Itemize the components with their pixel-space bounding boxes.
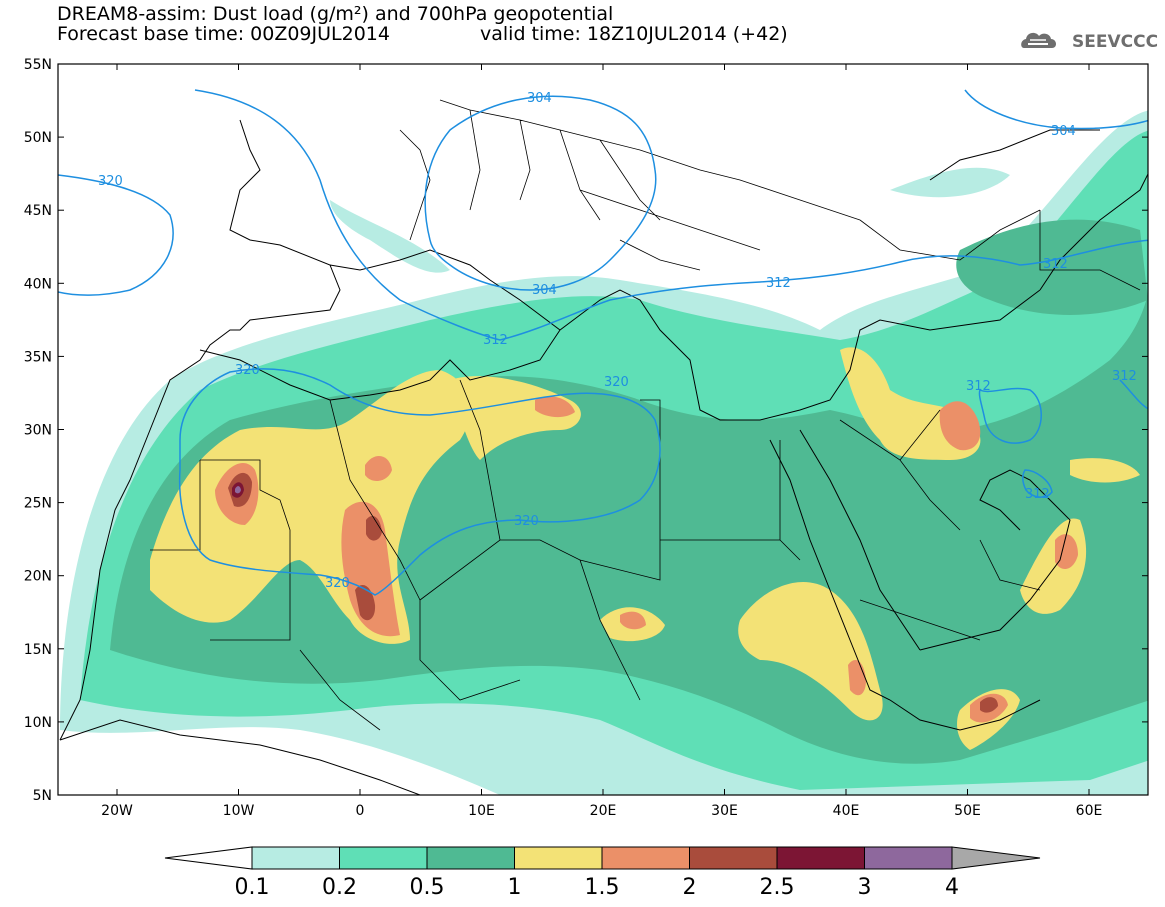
colorbar-label: 2.5: [760, 875, 795, 900]
contour-label: 312: [1112, 369, 1137, 384]
contour-304-northeast: [964, 89, 1148, 130]
latitude-label: 10N: [24, 715, 52, 731]
colorbar-box: [776, 846, 865, 870]
colorbar-label: 1.5: [585, 875, 620, 900]
colorbar-label: 0.5: [410, 875, 445, 900]
cloud-logo-icon: [1021, 32, 1057, 48]
contour-label: 320: [325, 576, 350, 591]
border-lines: [150, 379, 1041, 731]
dust-region-0.1-caspian: [890, 167, 1010, 198]
colorbar-box: [339, 846, 428, 870]
longitude-label: 20E: [590, 803, 617, 819]
contour-320-africa: [178, 368, 661, 596]
longitude-label: 10W: [223, 803, 255, 819]
colorbar-label: 0.1: [235, 875, 270, 900]
contour-labels: 304 304 304 312 312 312 312 312 312 320 …: [98, 91, 1137, 591]
longitude-label: 10E: [468, 803, 495, 819]
colorbar-box: [514, 846, 603, 870]
colorbar-boxes: [251, 846, 953, 870]
latitude-labels: 55N 50N 45N 40N 35N 30N 25N 20N 15N 10N 5N: [24, 57, 52, 804]
longitude-label: 0: [356, 803, 365, 819]
dust-region-1-sudan: [738, 581, 883, 721]
colorbar-label: 3: [858, 875, 872, 900]
contour-312-iran: [978, 387, 1042, 444]
dust-field: [60, 110, 1148, 795]
coastline-europe-africa: [59, 119, 1041, 741]
colorbar-box: [251, 846, 340, 870]
dust-region-1.5-algeria: [365, 455, 392, 482]
contour-label: 312: [766, 276, 791, 291]
dust-region-1.5-oman: [1055, 534, 1078, 570]
colorbar-label: 1: [508, 875, 522, 900]
contour-312-main: [194, 89, 1148, 341]
latitude-label: 15N: [24, 642, 52, 658]
colorbar-box: [689, 846, 778, 870]
axis-ticks: [58, 63, 1148, 796]
colorbar-label: 2: [683, 875, 697, 900]
contour-label: 320: [98, 174, 123, 189]
border-europe: [399, 99, 1141, 291]
contour-312-gulf: [1022, 469, 1053, 498]
contour-label: 304: [1051, 124, 1076, 139]
colorbar-labels: 0.1 0.2 0.5 1 1.5 2 2.5 3 4: [235, 875, 960, 900]
dust-region-1.5-mali: [341, 501, 400, 637]
latitude-label: 5N: [33, 788, 52, 804]
longitude-label: 30E: [711, 803, 738, 819]
logo-text: SEEVCCC: [1072, 32, 1159, 52]
dust-region-1.5-libya: [535, 396, 575, 418]
colorbar-high-arrow: [951, 846, 1041, 870]
latitude-label: 25N: [24, 496, 52, 512]
longitude-label: 40E: [833, 803, 860, 819]
latitude-label: 35N: [24, 349, 52, 365]
colorbar-label: 4: [945, 875, 959, 900]
colorbar-label: 0.2: [322, 875, 357, 900]
latitude-label: 50N: [24, 130, 52, 146]
colorbar-low-arrow: [164, 846, 253, 870]
longitude-label: 60E: [1076, 803, 1103, 819]
contour-label: 312: [1043, 257, 1068, 272]
borders: [150, 99, 1141, 731]
colorbar-box: [864, 846, 953, 870]
contour-label: 320: [514, 514, 539, 529]
longitude-label: 20W: [101, 803, 133, 819]
coastline-arabia: [889, 469, 1071, 731]
longitude-label: 50E: [954, 803, 981, 819]
dust-region-1-iran: [1070, 458, 1140, 483]
latitude-label: 20N: [24, 569, 52, 585]
dust-region-1.5-chad: [620, 611, 646, 630]
dust-region-2-mali: [355, 585, 376, 621]
dust-region-0.5-east: [956, 219, 1148, 315]
contour-320-atlantic: [58, 174, 174, 296]
map-title: DREAM8-assim: Dust load (g/m²) and 700hP…: [57, 3, 614, 25]
longitude-labels: 20W 10W 0 10E 20E 30E 40E 50E 60E: [101, 803, 1102, 819]
dust-region-3-mauritania: [235, 486, 241, 494]
contour-label: 312: [483, 333, 508, 348]
dust-region-1.5-iraq: [939, 401, 981, 451]
coastlines: [59, 119, 1148, 795]
dust-region-2-somalia: [980, 697, 998, 713]
contour-label: 312: [966, 379, 991, 394]
latitude-label: 55N: [24, 57, 52, 73]
contour-label: 320: [604, 375, 629, 390]
contour-label: 304: [527, 91, 552, 106]
colorbar-box: [426, 846, 515, 870]
coastline-red-sea: [769, 429, 921, 701]
contour-label: 320: [235, 363, 260, 378]
colorbar: 0.1 0.2 0.5 1 1.5 2 2.5 3 4: [164, 846, 1041, 900]
dust-region-2-algeria: [366, 516, 382, 541]
contour-label: 312: [1025, 487, 1050, 502]
geopotential-contours: [58, 89, 1148, 596]
latitude-label: 45N: [24, 203, 52, 219]
contour-304-europe: [424, 95, 657, 291]
coastline-east: [929, 129, 1148, 291]
latitude-label: 30N: [24, 423, 52, 439]
colorbar-box: [601, 846, 690, 870]
latitude-label: 40N: [24, 276, 52, 292]
coastline-gulf-guinea: [59, 719, 421, 795]
forecast-base-time: Forecast base time: 00Z09JUL2014: [57, 23, 390, 45]
valid-time: valid time: 18Z10JUL2014 (+42): [480, 23, 788, 45]
contour-label: 304: [532, 283, 557, 298]
dust-region-0.1-north: [330, 200, 450, 273]
